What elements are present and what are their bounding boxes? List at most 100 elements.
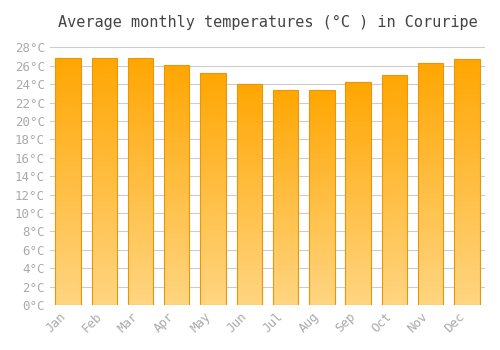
Bar bbox=[273, 98, 298, 103]
Bar bbox=[128, 226, 153, 231]
Bar bbox=[92, 275, 117, 280]
Bar bbox=[200, 208, 226, 212]
Bar bbox=[454, 241, 479, 246]
Bar bbox=[382, 139, 407, 144]
Bar bbox=[346, 252, 371, 256]
Bar bbox=[273, 210, 298, 215]
Bar bbox=[128, 93, 153, 98]
Bar bbox=[382, 259, 407, 264]
Bar bbox=[418, 121, 444, 126]
Bar bbox=[382, 162, 407, 167]
Bar bbox=[92, 147, 117, 152]
Bar bbox=[164, 98, 190, 103]
Bar bbox=[309, 137, 334, 141]
Bar bbox=[418, 203, 444, 208]
Bar bbox=[418, 68, 444, 73]
Bar bbox=[56, 206, 80, 211]
Bar bbox=[309, 111, 334, 116]
Bar bbox=[273, 202, 298, 206]
Bar bbox=[454, 59, 479, 305]
Bar bbox=[128, 256, 153, 261]
Bar bbox=[309, 103, 334, 107]
Bar bbox=[128, 211, 153, 216]
Bar bbox=[128, 251, 153, 256]
Bar bbox=[200, 240, 226, 245]
Bar bbox=[56, 167, 80, 172]
Bar bbox=[273, 189, 298, 193]
Bar bbox=[309, 202, 334, 206]
Bar bbox=[92, 118, 117, 122]
Bar bbox=[236, 111, 262, 115]
Bar bbox=[200, 96, 226, 101]
Bar bbox=[346, 229, 371, 234]
Bar bbox=[92, 73, 117, 78]
Bar bbox=[273, 146, 298, 150]
Bar bbox=[382, 158, 407, 162]
Bar bbox=[128, 271, 153, 275]
Bar bbox=[164, 103, 190, 108]
Bar bbox=[236, 164, 262, 168]
Bar bbox=[164, 281, 190, 286]
Bar bbox=[92, 83, 117, 88]
Bar bbox=[92, 251, 117, 256]
Bar bbox=[236, 234, 262, 239]
Bar bbox=[309, 172, 334, 176]
Bar bbox=[200, 92, 226, 96]
Bar bbox=[164, 142, 190, 147]
Bar bbox=[454, 59, 479, 64]
Bar bbox=[309, 271, 334, 275]
Bar bbox=[200, 73, 226, 305]
Bar bbox=[454, 280, 479, 285]
Bar bbox=[309, 232, 334, 236]
Bar bbox=[454, 138, 479, 143]
Bar bbox=[92, 271, 117, 275]
Bar bbox=[273, 249, 298, 253]
Bar bbox=[273, 116, 298, 120]
Bar bbox=[382, 245, 407, 250]
Bar bbox=[236, 177, 262, 181]
Bar bbox=[454, 202, 479, 207]
Bar bbox=[92, 290, 117, 295]
Bar bbox=[382, 153, 407, 158]
Bar bbox=[128, 122, 153, 127]
Bar bbox=[273, 288, 298, 292]
Bar bbox=[382, 268, 407, 273]
Bar bbox=[56, 256, 80, 261]
Bar bbox=[418, 198, 444, 203]
Bar bbox=[236, 247, 262, 252]
Bar bbox=[128, 172, 153, 177]
Bar bbox=[200, 129, 226, 133]
Bar bbox=[273, 258, 298, 262]
Bar bbox=[92, 162, 117, 167]
Bar bbox=[454, 251, 479, 256]
Bar bbox=[454, 182, 479, 187]
Bar bbox=[382, 296, 407, 300]
Bar bbox=[236, 292, 262, 296]
Bar bbox=[128, 266, 153, 271]
Bar bbox=[454, 275, 479, 280]
Bar bbox=[309, 133, 334, 137]
Bar bbox=[309, 296, 334, 301]
Bar bbox=[454, 217, 479, 222]
Bar bbox=[56, 182, 80, 187]
Bar bbox=[309, 236, 334, 240]
Bar bbox=[236, 279, 262, 283]
Bar bbox=[236, 150, 262, 155]
Bar bbox=[346, 278, 371, 283]
Bar bbox=[382, 208, 407, 213]
Bar bbox=[346, 127, 371, 131]
Bar bbox=[382, 231, 407, 236]
Bar bbox=[92, 280, 117, 285]
Bar bbox=[200, 263, 226, 268]
Bar bbox=[164, 175, 190, 180]
Bar bbox=[382, 176, 407, 181]
Bar bbox=[200, 300, 226, 305]
Bar bbox=[418, 116, 444, 121]
Bar bbox=[309, 94, 334, 98]
Bar bbox=[236, 257, 262, 261]
Bar bbox=[418, 194, 444, 198]
Bar bbox=[200, 291, 226, 296]
Bar bbox=[92, 58, 117, 63]
Bar bbox=[56, 78, 80, 83]
Bar bbox=[346, 207, 371, 211]
